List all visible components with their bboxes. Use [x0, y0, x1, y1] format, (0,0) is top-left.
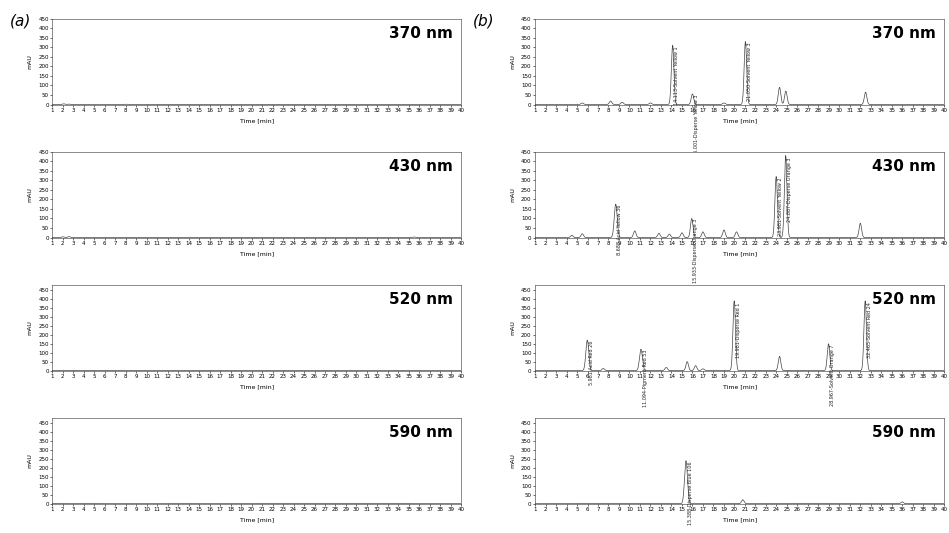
Text: 16.001-Disperse Yellow 3: 16.001-Disperse Yellow 3	[694, 94, 699, 156]
Y-axis label: mAU: mAU	[28, 454, 32, 468]
Text: 14.113-Solvent Yellow 1: 14.113-Solvent Yellow 1	[674, 46, 679, 105]
Text: 23.981-Solvent Yellow 2: 23.981-Solvent Yellow 2	[778, 177, 783, 236]
Text: 590 nm: 590 nm	[389, 425, 454, 440]
Text: 15.933-Disperse Orange 3: 15.933-Disperse Orange 3	[694, 219, 698, 283]
Y-axis label: mAU: mAU	[28, 320, 32, 335]
X-axis label: Time [min]: Time [min]	[240, 385, 274, 390]
Text: 11.094-Pigment Red 53: 11.094-Pigment Red 53	[642, 350, 647, 407]
X-axis label: Time [min]: Time [min]	[722, 518, 756, 523]
X-axis label: Time [min]: Time [min]	[722, 385, 756, 390]
Text: 8.688-Acid Yellow 36: 8.688-Acid Yellow 36	[617, 205, 623, 255]
Text: 15.388-Disperse Blue 106: 15.388-Disperse Blue 106	[688, 462, 693, 525]
X-axis label: Time [min]: Time [min]	[240, 118, 274, 124]
Text: 370 nm: 370 nm	[872, 26, 936, 41]
Text: 430 nm: 430 nm	[872, 159, 936, 174]
Text: (a): (a)	[9, 13, 31, 28]
Y-axis label: mAU: mAU	[511, 320, 515, 335]
Text: 520 nm: 520 nm	[872, 292, 936, 306]
X-axis label: Time [min]: Time [min]	[240, 518, 274, 523]
Text: 5.981-Acid Red 26: 5.981-Acid Red 26	[589, 341, 594, 385]
Text: 430 nm: 430 nm	[389, 159, 454, 174]
X-axis label: Time [min]: Time [min]	[722, 252, 756, 256]
Text: 21.050-Solvent Yellow 3: 21.050-Solvent Yellow 3	[747, 43, 752, 101]
Text: 28.967-Solvent Orange 7: 28.967-Solvent Orange 7	[830, 344, 835, 406]
Text: 24.887-Disperse Orange 3: 24.887-Disperse Orange 3	[788, 157, 792, 222]
Text: 370 nm: 370 nm	[389, 26, 454, 41]
Text: 32.465-Solvent Red 24: 32.465-Solvent Red 24	[866, 302, 872, 358]
Text: 590 nm: 590 nm	[872, 425, 936, 440]
Y-axis label: mAU: mAU	[511, 454, 515, 468]
Y-axis label: mAU: mAU	[28, 54, 32, 69]
Y-axis label: mAU: mAU	[511, 54, 515, 69]
X-axis label: Time [min]: Time [min]	[240, 252, 274, 256]
Y-axis label: mAU: mAU	[511, 187, 515, 202]
Text: 520 nm: 520 nm	[389, 292, 454, 306]
Y-axis label: mAU: mAU	[28, 187, 32, 202]
X-axis label: Time [min]: Time [min]	[722, 118, 756, 124]
Text: 19.981-Disperse Red 1: 19.981-Disperse Red 1	[735, 302, 741, 358]
Text: (b): (b)	[473, 13, 494, 28]
